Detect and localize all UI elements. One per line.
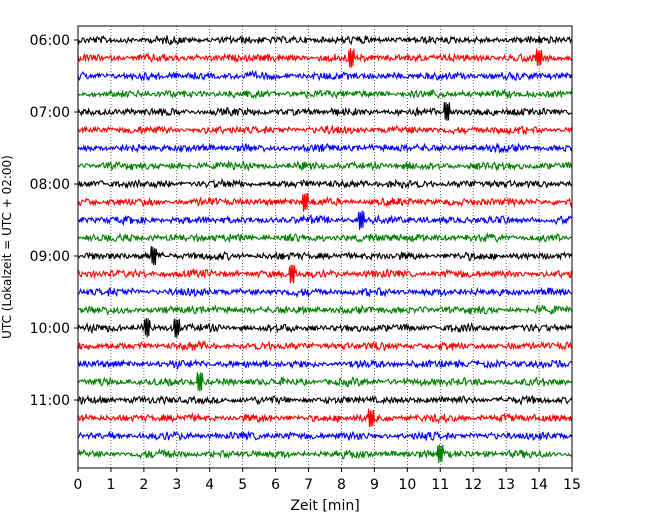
trace-row — [77, 178, 573, 190]
trace-row — [77, 430, 573, 442]
trace-row — [77, 394, 573, 407]
x-tick-label: 1 — [106, 477, 115, 493]
trace-row — [77, 372, 573, 392]
y-axis-label: UTC (Lokalzeit = UTC + 02:00) — [0, 155, 14, 339]
trace-row — [77, 304, 573, 317]
x-axis-ticks: 0 1 2 3 4 5 6 7 8 9 10 11 12 13 14 15 — [74, 468, 581, 493]
trace-row — [77, 339, 573, 352]
plot-frame — [77, 25, 573, 469]
x-tick-label: 10 — [398, 477, 416, 493]
x-tick-label: 4 — [205, 477, 214, 493]
trace-row — [77, 192, 573, 212]
y-tick-label: 09:00 — [30, 249, 70, 265]
trace-row — [77, 69, 573, 82]
trace-row — [77, 286, 573, 299]
trace-row — [77, 264, 573, 284]
x-tick-label: 5 — [238, 477, 247, 493]
x-tick-label: 0 — [74, 477, 83, 493]
trace-row — [77, 159, 573, 172]
x-tick-label: 14 — [530, 477, 548, 493]
x-tick-label: 12 — [464, 477, 482, 493]
trace-row — [77, 318, 573, 338]
x-tick-label: 15 — [563, 477, 581, 493]
x-tick-label: 7 — [304, 477, 313, 493]
y-tick-label: 06:00 — [30, 33, 70, 49]
x-tick-label: 3 — [172, 477, 181, 493]
trace-row — [77, 358, 573, 371]
trace-row — [77, 444, 573, 464]
x-tick-label: 13 — [497, 477, 515, 493]
y-tick-label: 11:00 — [30, 393, 70, 409]
x-tick-label: 2 — [139, 477, 148, 493]
x-tick-label: 8 — [337, 477, 346, 493]
y-tick-label: 07:00 — [30, 105, 70, 121]
trace-rows — [77, 34, 573, 464]
x-tick-label: 11 — [431, 477, 449, 493]
trace-row — [77, 408, 573, 427]
trace-row — [77, 246, 573, 266]
trace-row — [77, 48, 573, 68]
x-tick-label: 6 — [271, 477, 280, 493]
trace-row — [77, 141, 573, 154]
y-axis-ticks: 06:00 07:00 08:00 09:00 10:00 11:00 — [30, 33, 78, 409]
trace-row — [77, 88, 573, 100]
y-tick-label: 10:00 — [30, 321, 70, 337]
trace-row — [77, 34, 573, 46]
trace-row — [77, 102, 573, 121]
trace-row — [77, 124, 573, 136]
x-axis-label: Zeit [min] — [290, 498, 359, 514]
trace-row — [77, 232, 573, 244]
y-tick-label: 08:00 — [30, 177, 70, 193]
trace-row — [77, 210, 573, 230]
x-tick-label: 9 — [370, 477, 379, 493]
